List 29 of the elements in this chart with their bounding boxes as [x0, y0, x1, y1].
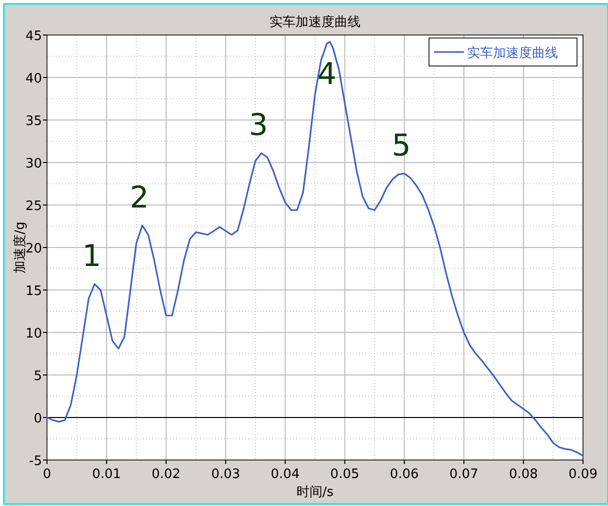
- y-tick-label: 40: [25, 72, 42, 86]
- y-tick-label: 45: [25, 29, 42, 44]
- y-tick-label: 20: [25, 242, 42, 256]
- annotation: 4: [317, 56, 336, 92]
- annotation: 5: [392, 128, 411, 164]
- y-tick-label: 30: [25, 156, 42, 172]
- x-tick-label: 0.04: [270, 467, 300, 482]
- x-tick-label: 0.08: [508, 467, 538, 482]
- x-tick-label: 0.01: [92, 467, 122, 482]
- y-tick-label: 0: [34, 412, 42, 426]
- y-tick-label: -5: [29, 454, 42, 469]
- x-tick-label: 0.06: [390, 467, 419, 482]
- legend-label: 实车加速度曲线: [467, 45, 558, 61]
- x-tick-label: 0.03: [211, 467, 240, 482]
- annotation: 3: [248, 108, 268, 144]
- x-tick-label: 0.09: [568, 467, 598, 482]
- y-axis-title: 加速度/g: [12, 222, 28, 274]
- y-tick-label: 5: [34, 369, 42, 384]
- chart-title: 实车加速度曲线: [270, 14, 360, 30]
- x-axis-title: 时间/s: [296, 485, 334, 500]
- y-tick-label: 15: [25, 284, 42, 299]
- y-tick-label: 10: [25, 326, 42, 342]
- y-tick-label: 25: [25, 199, 42, 214]
- annotation: 2: [130, 180, 149, 216]
- x-tick-label: 0.02: [152, 467, 181, 482]
- y-tick-label: 35: [25, 114, 42, 129]
- annotation: 1: [82, 239, 102, 274]
- x-tick-label: 0.05: [330, 467, 360, 482]
- x-tick-label: 0.07: [449, 467, 478, 482]
